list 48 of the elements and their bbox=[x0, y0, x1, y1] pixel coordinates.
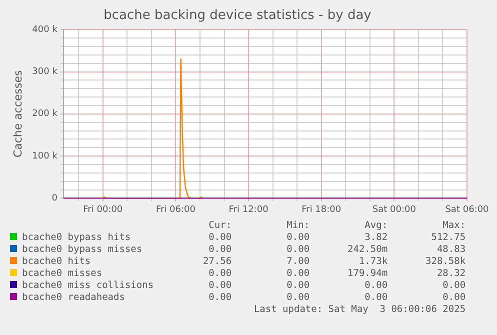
text: 0.00 bbox=[208, 292, 232, 304]
legend-label: bcache0 readaheads bbox=[21, 292, 126, 304]
x-tick-label: Fri 00:00 bbox=[83, 204, 123, 215]
text: 0.00 bbox=[286, 244, 310, 256]
legend-label: bcache0 misses bbox=[21, 268, 104, 280]
text: 0.00 bbox=[208, 244, 232, 256]
y-tick-label: 100 k bbox=[32, 151, 58, 162]
text: Max: bbox=[442, 220, 466, 232]
text: 179.94m bbox=[346, 268, 388, 280]
x-tick-label: Fri 06:00 bbox=[156, 204, 196, 215]
legend-label: bcache0 bypass hits bbox=[21, 232, 132, 244]
legend-label: bcache0 bypass misses bbox=[21, 244, 144, 256]
text: 1.73k bbox=[358, 256, 388, 268]
legend-label: bcache0 miss collisions bbox=[21, 280, 154, 292]
y-tick-label: 400 k bbox=[32, 24, 58, 35]
chart-title: bcache backing device statistics - by day bbox=[104, 8, 372, 24]
text: 512.75 bbox=[430, 232, 466, 244]
y-tick-label: 200 k bbox=[32, 109, 58, 120]
text: 0.00 bbox=[442, 292, 466, 304]
y-axis-title: Cache accesses bbox=[11, 70, 24, 158]
text: 27.56 bbox=[202, 256, 232, 268]
text: Cur: bbox=[208, 220, 232, 232]
text: 28.32 bbox=[436, 268, 466, 280]
x-tick-label: Sat 00:00 bbox=[372, 204, 416, 215]
legend-label: bcache0 hits bbox=[21, 256, 92, 268]
text: 0.00 bbox=[364, 292, 388, 304]
text: 0.00 bbox=[208, 280, 232, 292]
text: 0.00 bbox=[364, 280, 388, 292]
text: 7.00 bbox=[286, 256, 310, 268]
y-tick-label: 300 k bbox=[32, 67, 58, 78]
text: 328.58k bbox=[424, 256, 466, 268]
text: 48.83 bbox=[436, 244, 466, 256]
text: Last update: Sat May 3 06:00:06 2025 bbox=[252, 304, 466, 316]
text: 0.00 bbox=[208, 268, 232, 280]
x-tick-label: Fri 18:00 bbox=[302, 204, 342, 215]
x-tick-label: Sat 06:00 bbox=[445, 204, 490, 215]
text: 0.00 bbox=[442, 280, 466, 292]
text: 3.82 bbox=[364, 232, 388, 244]
x-tick-label: Fri 12:00 bbox=[228, 204, 269, 215]
text: 0.00 bbox=[286, 280, 310, 292]
y-tick-label: 0 bbox=[52, 194, 58, 204]
text: 0.00 bbox=[286, 268, 310, 280]
text: Min: bbox=[286, 220, 310, 232]
text: 242.50m bbox=[346, 244, 388, 256]
text: 0.00 bbox=[286, 292, 310, 304]
text: 0.00 bbox=[208, 232, 232, 244]
text: Avg: bbox=[364, 220, 388, 232]
text: 0.00 bbox=[286, 232, 310, 244]
